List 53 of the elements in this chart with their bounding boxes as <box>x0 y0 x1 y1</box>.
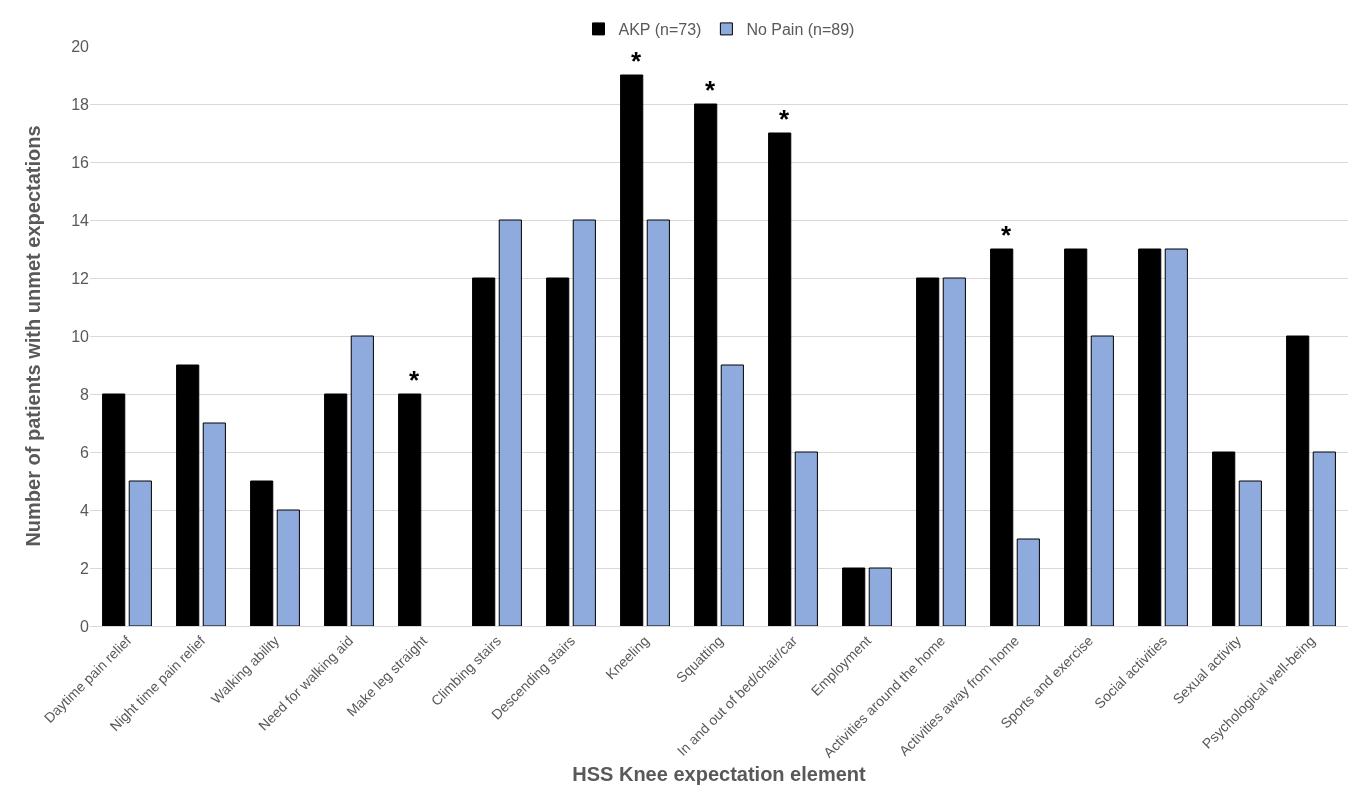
bar <box>546 277 570 626</box>
bar <box>916 277 940 626</box>
bar <box>868 567 892 626</box>
y-tick-label: 14 <box>71 211 90 229</box>
bar <box>176 364 200 626</box>
bar <box>276 509 300 626</box>
bar <box>350 335 374 626</box>
y-tick-label: 2 <box>80 559 90 577</box>
bar <box>250 480 274 626</box>
bar <box>202 422 226 626</box>
bar <box>1312 451 1336 626</box>
bar <box>1090 335 1114 626</box>
bar <box>694 103 718 626</box>
bar <box>102 393 126 626</box>
bar <box>1286 335 1310 626</box>
bar <box>398 393 422 626</box>
y-tick-label: 10 <box>71 327 90 345</box>
y-tick-label: 4 <box>80 501 90 519</box>
y-tick-label: 6 <box>80 443 90 461</box>
bar <box>768 132 792 626</box>
bar <box>794 451 818 626</box>
annotation: * <box>705 75 716 105</box>
bar <box>1212 451 1236 626</box>
bar <box>942 277 966 626</box>
y-tick-label: 0 <box>80 617 90 635</box>
bar <box>472 277 496 626</box>
bar <box>1016 538 1040 626</box>
bar <box>572 219 596 626</box>
legend-label: AKP (n=73) <box>618 21 702 39</box>
bar <box>620 74 644 626</box>
y-tick-label: 20 <box>71 37 90 55</box>
bar <box>646 219 670 626</box>
y-tick-label: 18 <box>71 95 90 113</box>
y-axis-title: Number of patients with unmet expectations <box>22 125 44 547</box>
y-tick-label: 16 <box>71 153 90 171</box>
annotation: * <box>1001 220 1012 250</box>
bar <box>1164 248 1188 626</box>
legend-label: No Pain (n=89) <box>746 21 855 39</box>
annotation: * <box>631 46 642 76</box>
bar <box>498 219 522 626</box>
bar <box>324 393 348 626</box>
bar <box>1064 248 1088 626</box>
bar <box>990 248 1014 626</box>
bar <box>842 567 866 626</box>
bar <box>720 364 744 626</box>
y-tick-label: 12 <box>71 269 90 287</box>
bar <box>128 480 152 626</box>
bar <box>1238 480 1262 626</box>
bar <box>1138 248 1162 626</box>
y-tick-label: 8 <box>80 385 90 403</box>
annotation: * <box>779 104 790 134</box>
annotation: * <box>409 365 420 395</box>
x-axis-title: HSS Knee expectation element <box>572 762 867 785</box>
